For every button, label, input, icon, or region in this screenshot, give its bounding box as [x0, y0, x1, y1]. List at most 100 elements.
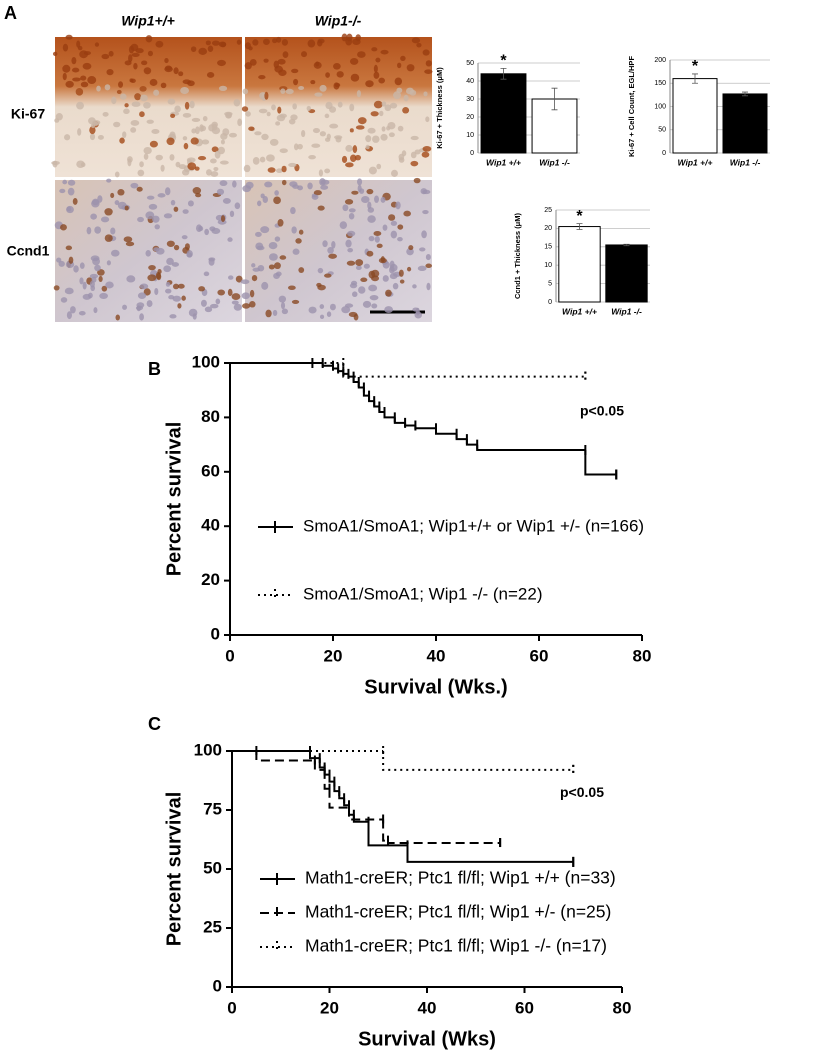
nucleus: [373, 231, 382, 236]
nucleus: [155, 154, 163, 161]
nucleus: [273, 272, 280, 279]
nucleus: [218, 41, 227, 48]
nucleus: [219, 160, 229, 165]
nucleus: [151, 128, 160, 134]
nucleus: [274, 236, 281, 242]
nucleus: [264, 181, 273, 188]
survival-step: [476, 444, 587, 456]
nucleus: [291, 68, 299, 74]
nucleus: [101, 53, 110, 60]
nucleus: [311, 143, 321, 148]
nucleus: [242, 303, 251, 309]
nucleus: [120, 93, 127, 100]
nucleus: [278, 295, 287, 303]
y-tick-label: 25: [203, 917, 222, 936]
nucleus: [128, 45, 135, 54]
nucleus: [376, 243, 383, 249]
nucleus: [318, 169, 324, 177]
nucleus: [124, 103, 129, 108]
error-bar: [742, 91, 748, 97]
nucleus: [346, 260, 356, 266]
nucleus: [211, 40, 220, 46]
nucleus: [222, 197, 231, 204]
nucleus: [135, 305, 144, 311]
nucleus: [68, 256, 74, 264]
nucleus: [367, 127, 376, 134]
survival-step: [414, 423, 437, 434]
x-tick-label: Wip1 -/-: [730, 157, 761, 167]
nucleus: [154, 224, 160, 230]
survival-step: [387, 838, 502, 849]
nucleus: [172, 283, 180, 290]
nucleus: [319, 131, 326, 137]
y-tick-label: 80: [201, 407, 220, 426]
nucleus: [145, 35, 153, 43]
nucleus: [72, 77, 81, 82]
nucleus: [98, 275, 103, 283]
nucleus: [137, 216, 144, 223]
nucleus: [88, 292, 93, 299]
nucleus: [422, 49, 430, 56]
nucleus: [160, 82, 167, 89]
nucleus: [139, 111, 145, 118]
nucleus: [263, 58, 269, 63]
y-tick-label: 0: [470, 150, 474, 157]
error-bar: [692, 73, 698, 84]
nucleus: [274, 262, 281, 270]
nucleus: [244, 42, 251, 50]
nucleus: [134, 93, 142, 101]
nucleus: [204, 228, 210, 236]
nucleus: [403, 210, 411, 217]
nucleus: [336, 71, 344, 78]
nucleus: [249, 289, 255, 298]
nucleus: [421, 230, 427, 239]
nucleus: [366, 188, 374, 195]
nucleus: [290, 206, 296, 215]
nucleus: [186, 252, 193, 258]
nucleus: [60, 224, 67, 231]
nucleus: [367, 207, 375, 213]
nucleus: [342, 204, 349, 212]
legend-label: Math1-creER; Ptc1 fl/fl; Wip1 -/- (n=17): [305, 936, 607, 956]
nucleus: [422, 146, 432, 152]
survival-step: [406, 845, 575, 867]
nucleus: [167, 98, 176, 105]
nucleus: [214, 150, 221, 159]
nucleus: [200, 299, 207, 307]
y-tick-label: 0: [211, 624, 220, 643]
nucleus: [355, 125, 365, 130]
nucleus: [319, 84, 327, 92]
x-tick-label: 20: [324, 646, 343, 665]
nucleus: [388, 214, 396, 221]
nucleus: [268, 264, 275, 270]
nucleus: [341, 306, 351, 314]
nucleus: [273, 196, 281, 205]
bar: [480, 73, 527, 154]
nucleus: [192, 187, 202, 195]
nucleus: [345, 144, 353, 152]
x-tick-label: 60: [530, 646, 549, 665]
nucleus: [295, 238, 302, 244]
x-tick-label: 80: [633, 646, 652, 665]
y-tick-label: 100: [654, 103, 666, 110]
nucleus: [169, 131, 176, 139]
nucleus: [188, 308, 198, 317]
nucleus: [254, 131, 262, 136]
nucleus: [292, 103, 297, 110]
significance-mark: *: [576, 208, 583, 225]
nucleus: [298, 267, 305, 273]
panel-label: C: [148, 714, 161, 734]
survival-step: [352, 814, 370, 827]
nucleus: [420, 188, 428, 195]
significance-mark: *: [500, 53, 507, 70]
nucleus: [89, 273, 99, 279]
y-axis-label: Ki-67 + Thickness (μM): [435, 67, 444, 149]
nucleus: [257, 200, 262, 207]
nucleus: [198, 47, 208, 55]
nucleus: [280, 301, 286, 310]
nucleus: [219, 180, 228, 187]
legend-swatch: [258, 589, 293, 601]
nucleus: [380, 49, 389, 55]
nucleus: [72, 197, 78, 205]
